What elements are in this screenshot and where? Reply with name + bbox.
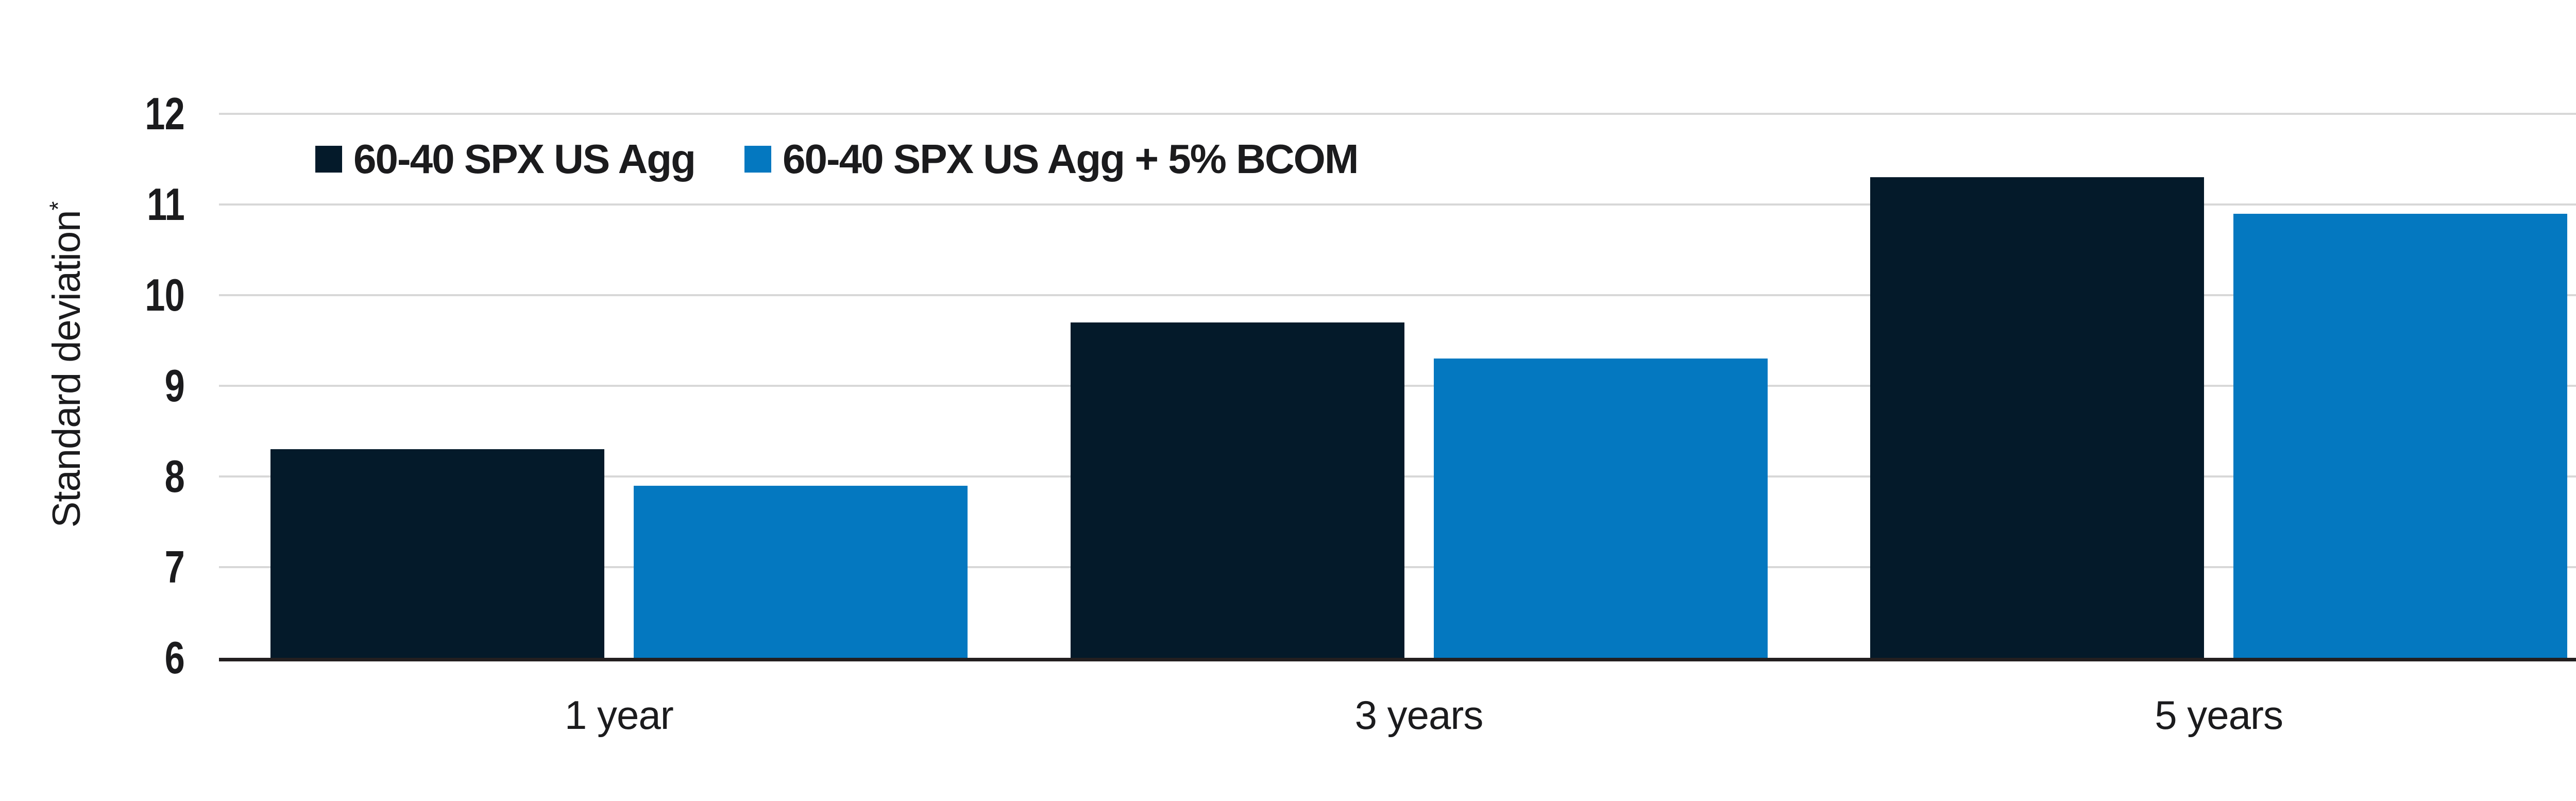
x-axis-label: 3 years [1354, 692, 1484, 738]
y-tick-label: 8 [164, 451, 185, 502]
y-tick-label: 9 [164, 360, 185, 411]
bar [270, 449, 604, 658]
legend: 60-40 SPX US Agg 60-40 SPX US Agg + 5% BC… [315, 136, 1359, 182]
y-tick-label: 7 [164, 541, 185, 592]
legend-swatch-icon [744, 146, 772, 173]
y-tick-label: 6 [164, 632, 185, 683]
bar [1070, 322, 1404, 658]
legend-item: 60-40 SPX US Agg + 5% BCOM [744, 136, 1359, 182]
y-tick-label: 10 [145, 269, 185, 320]
x-axis-label: 1 year [564, 692, 674, 738]
bar [2233, 213, 2568, 658]
y-tick-label: 12 [145, 88, 185, 139]
legend-label: 60-40 SPX US Agg [353, 136, 696, 182]
x-axis-baseline [219, 658, 2576, 661]
legend-item: 60-40 SPX US Agg [315, 136, 696, 182]
gridline [219, 113, 2576, 115]
gridline [219, 203, 2576, 206]
legend-swatch-icon [315, 146, 342, 173]
y-tick-label: 11 [147, 179, 185, 230]
bar [1433, 359, 1768, 658]
gridline [219, 294, 2576, 296]
bar [633, 485, 968, 658]
x-axis-label: 5 years [2155, 692, 2283, 738]
bar [1870, 177, 2205, 658]
legend-label: 60-40 SPX US Agg + 5% BCOM [783, 136, 1359, 182]
